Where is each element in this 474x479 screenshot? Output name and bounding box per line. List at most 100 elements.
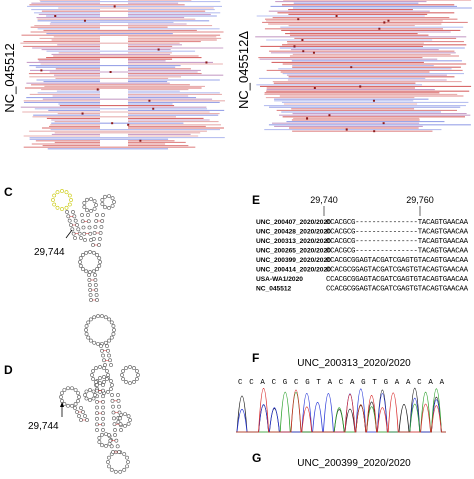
nucleotide	[85, 197, 89, 202]
nucleotide	[106, 460, 110, 464]
nucleotide	[113, 433, 117, 437]
nucleotide	[95, 428, 99, 432]
nucleotide	[93, 225, 98, 229]
nucleotide	[91, 237, 96, 241]
mismatch	[40, 69, 43, 72]
nucleotide	[120, 373, 124, 377]
nucleotide	[97, 237, 102, 241]
nucleotide	[99, 225, 104, 229]
nucleotide	[109, 379, 113, 383]
nucleotide	[55, 190, 60, 195]
row-name: UNC_200407_2020/2020	[256, 219, 331, 226]
mismatch	[350, 66, 353, 69]
nucleotide	[115, 444, 120, 449]
nucleotide	[78, 256, 83, 261]
nucleotide	[111, 324, 116, 328]
nucleotide	[106, 373, 110, 377]
nucleotide	[62, 402, 67, 406]
nucleotide	[110, 203, 115, 208]
alignment-label: NC_045512	[2, 43, 17, 112]
nucleotide	[101, 394, 105, 399]
nucleotide	[59, 391, 64, 395]
nucleotide	[84, 396, 89, 401]
nucleotide	[84, 332, 89, 336]
nucleotide	[106, 390, 110, 394]
nucleotide	[97, 256, 102, 261]
mismatch	[139, 139, 142, 142]
mismatch	[312, 51, 315, 54]
nucleotide	[86, 335, 91, 340]
nucleotide	[94, 366, 98, 370]
row-sequence: CCACGCG---------------TACAGTGAACAA	[326, 219, 469, 227]
nucleotide	[135, 377, 139, 381]
nucleotide	[81, 225, 86, 230]
row-name: NC_045512	[256, 286, 292, 293]
nucleotide	[126, 460, 130, 464]
nucleotide	[92, 340, 97, 345]
nucleotide	[124, 366, 128, 370]
nucleotide	[77, 395, 81, 399]
nucleotide	[119, 428, 123, 432]
alignment-label: NC_045512Δ	[236, 31, 251, 109]
nucleotide	[92, 199, 97, 204]
nucleotide	[122, 467, 127, 472]
nucleotide	[110, 393, 114, 397]
rna-structure	[59, 365, 130, 474]
nucleotide	[79, 236, 83, 240]
nucleotide	[82, 201, 87, 205]
panel-letter: G	[252, 451, 261, 465]
nucleotide	[92, 315, 97, 320]
panel-letter: D	[4, 363, 13, 377]
nucleotide	[65, 210, 69, 214]
mismatch	[109, 71, 112, 73]
position-label: 29,744	[34, 247, 65, 258]
nucleotide	[128, 418, 132, 422]
position-label: 29,740	[310, 195, 338, 205]
nucleotide	[101, 213, 105, 217]
nucleotide	[101, 383, 105, 387]
nucleotide	[95, 383, 99, 387]
nucleotide	[102, 375, 106, 379]
nucleotide	[135, 369, 139, 373]
nucleotide	[60, 189, 64, 193]
mismatch	[127, 123, 130, 126]
nucleotide	[117, 404, 121, 409]
nucleotide	[67, 218, 72, 223]
nucleotide	[88, 250, 92, 254]
nucleotide	[104, 444, 108, 448]
arrow	[60, 402, 64, 407]
nucleotide	[126, 414, 131, 419]
nucleotide	[95, 253, 99, 257]
nucleotide	[103, 194, 107, 199]
nucleotide	[84, 269, 89, 274]
nucleotide	[52, 193, 57, 198]
mismatch	[54, 15, 57, 17]
mismatch	[359, 85, 362, 88]
nucleotide	[88, 293, 93, 297]
nucleotide	[59, 395, 63, 399]
trace-line	[236, 388, 446, 433]
nucleotide	[107, 194, 111, 198]
nucleotide	[128, 381, 132, 385]
nucleotide	[59, 399, 64, 403]
mismatch	[345, 128, 348, 131]
nucleotide	[125, 455, 129, 460]
nucleotide	[100, 198, 105, 202]
nucleotide	[100, 202, 105, 206]
nucleotide	[67, 202, 72, 207]
nucleotide	[109, 320, 114, 325]
nucleotide	[73, 218, 78, 223]
nucleotide	[98, 260, 102, 264]
mismatch	[372, 99, 375, 102]
nucleotide	[51, 198, 55, 202]
nucleotide	[81, 253, 85, 257]
row-name: UNC_200399_2020/2020	[256, 257, 331, 264]
rna-structure	[51, 189, 140, 448]
nucleotide	[76, 399, 81, 403]
mismatch	[113, 5, 116, 8]
nucleotide	[73, 402, 78, 406]
nucleotide	[112, 416, 116, 421]
mismatch	[297, 18, 300, 21]
nucleotide	[95, 405, 99, 410]
